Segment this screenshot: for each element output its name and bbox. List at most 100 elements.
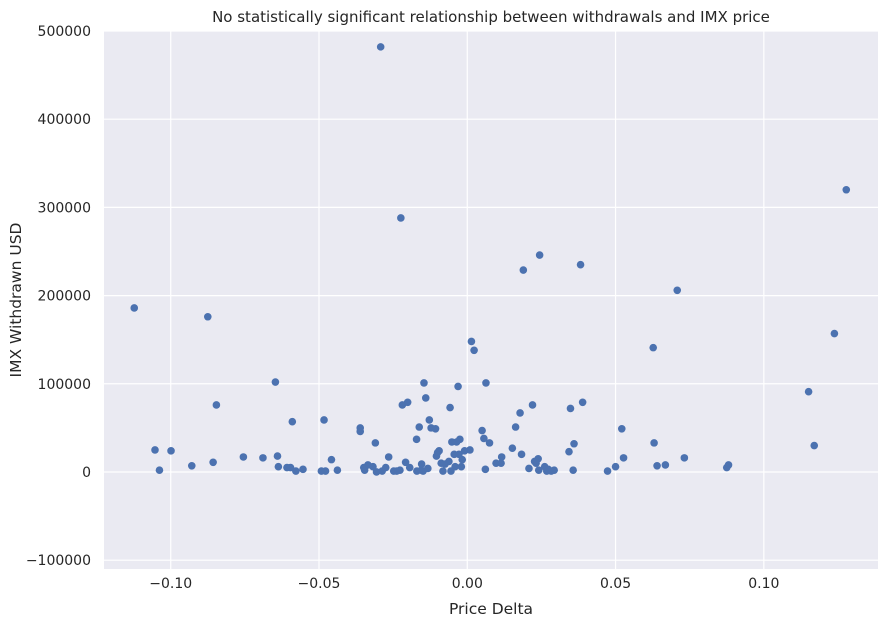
y-tick-label: 500000 [38, 24, 91, 40]
data-point [535, 251, 544, 259]
data-point [457, 462, 466, 471]
y-tick-labels: −100000 0 100000 200000 300000 400000 500000 [26, 24, 91, 569]
data-point [130, 304, 139, 312]
data-point [842, 185, 851, 194]
y-tick-label: −100000 [26, 553, 91, 569]
data-point [456, 435, 464, 444]
data-point [516, 409, 524, 417]
y-axis-label: IMX Withdrawn USD [7, 222, 25, 377]
data-point [603, 467, 612, 475]
data-point [274, 462, 283, 471]
data-point [372, 468, 381, 476]
data-point [534, 466, 543, 475]
y-tick-label: 200000 [38, 289, 91, 305]
data-point [508, 444, 517, 452]
x-tick-labels: −0.10 −0.05 0.00 0.05 0.10 [149, 576, 779, 592]
data-point [396, 466, 404, 475]
data-point [439, 467, 447, 475]
data-point [566, 404, 575, 413]
data-point [271, 378, 280, 386]
y-tick-label: 400000 [38, 112, 91, 128]
data-points [130, 43, 851, 476]
data-point [187, 462, 196, 470]
data-point [381, 463, 390, 472]
data-point [485, 439, 494, 447]
data-point [403, 398, 412, 407]
data-point [451, 462, 459, 471]
data-point [611, 462, 620, 471]
data-point [209, 458, 217, 467]
data-point [565, 447, 573, 456]
data-point [673, 286, 682, 295]
data-point [327, 455, 336, 464]
data-point [517, 450, 526, 459]
grid-lines [104, 30, 878, 569]
data-point [292, 467, 300, 475]
data-point [401, 458, 410, 467]
plot-background [104, 31, 878, 569]
data-point [458, 455, 467, 464]
data-point [466, 446, 474, 454]
data-point [435, 447, 443, 455]
data-point [333, 466, 342, 475]
data-point [481, 465, 490, 474]
data-point [371, 439, 380, 447]
data-point [155, 466, 164, 475]
y-tick-label: 0 [82, 465, 91, 481]
data-point [724, 461, 733, 469]
data-point [661, 461, 670, 469]
data-point [534, 454, 542, 463]
chart-title: No statistically significant relationshi… [212, 8, 770, 26]
data-point [167, 447, 175, 455]
y-tick-label: 100000 [38, 377, 91, 393]
data-point [424, 464, 432, 473]
data-point [680, 454, 689, 462]
x-tick-label: 0.00 [452, 576, 483, 592]
data-point [830, 329, 839, 338]
data-point [288, 417, 297, 426]
y-tick-label: 300000 [38, 200, 91, 216]
data-point [653, 462, 661, 470]
data-point [321, 467, 330, 475]
data-point [425, 416, 434, 424]
data-point [467, 337, 476, 346]
data-point [286, 463, 295, 472]
data-point [384, 453, 393, 461]
data-point [259, 454, 267, 462]
data-point [470, 346, 478, 355]
data-point [151, 446, 159, 454]
data-point [356, 427, 365, 436]
data-point [417, 460, 426, 468]
data-point [804, 387, 813, 396]
data-point [203, 312, 212, 321]
data-point [445, 457, 453, 466]
data-point [497, 459, 505, 467]
x-axis-label: Price Delta [449, 600, 533, 618]
data-point [415, 423, 424, 431]
data-point [420, 379, 428, 387]
data-point [397, 214, 405, 222]
data-point [525, 464, 533, 473]
data-point [446, 403, 454, 412]
data-point [810, 441, 819, 450]
data-point [421, 394, 430, 402]
data-point [570, 439, 578, 448]
x-tick-label: 0.05 [600, 576, 631, 592]
data-point [569, 466, 577, 475]
data-point [528, 401, 537, 409]
data-point [212, 401, 221, 409]
data-point [478, 426, 486, 435]
data-point [405, 463, 414, 472]
data-point [619, 454, 628, 462]
data-point [480, 434, 488, 443]
data-point [650, 439, 658, 447]
data-point [550, 466, 558, 475]
data-point [412, 435, 421, 444]
data-point [576, 260, 585, 269]
x-tick-label: 0.10 [748, 576, 779, 592]
data-point [454, 382, 462, 391]
data-point [273, 452, 282, 460]
x-tick-label: −0.10 [149, 576, 192, 592]
data-point [578, 398, 587, 407]
